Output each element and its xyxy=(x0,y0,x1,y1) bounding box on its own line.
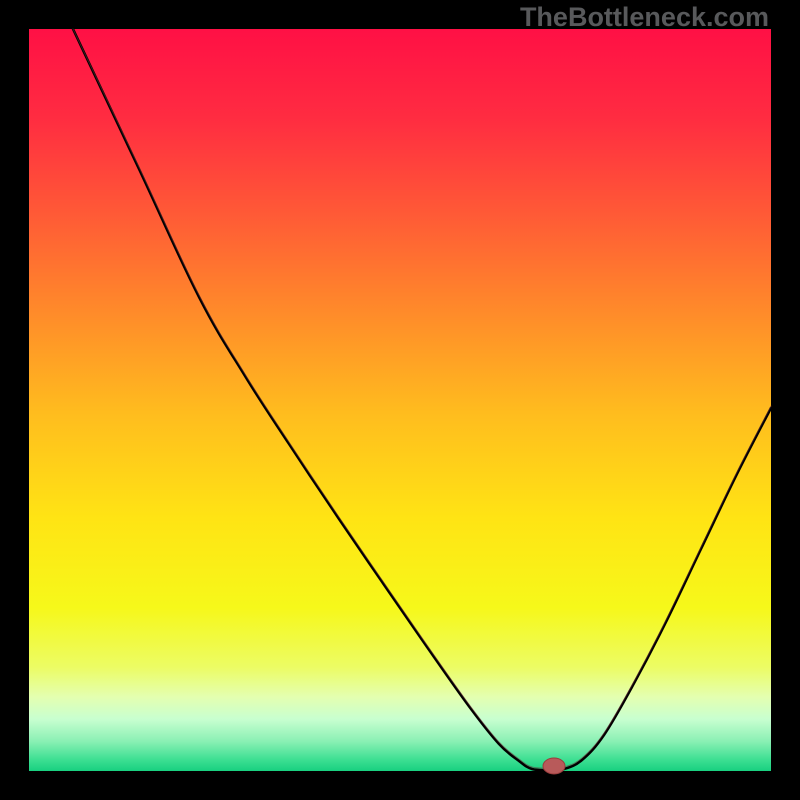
chart-frame: TheBottleneck.com xyxy=(0,0,800,800)
bottleneck-curve-highlight xyxy=(73,29,771,768)
minimum-marker xyxy=(543,758,565,774)
curve-layer xyxy=(29,29,771,771)
plot-area xyxy=(29,29,771,771)
bottleneck-curve xyxy=(73,29,771,770)
watermark-text: TheBottleneck.com xyxy=(520,2,769,33)
